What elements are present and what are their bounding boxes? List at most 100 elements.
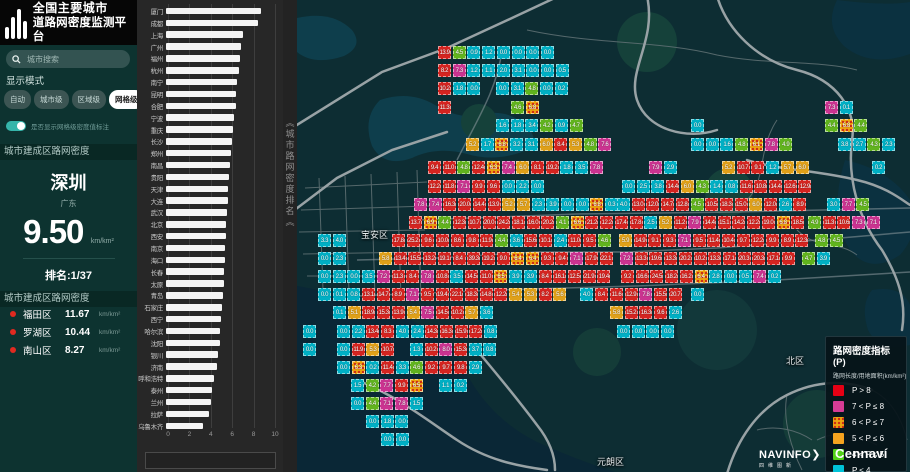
- grid-cell[interactable]: 7.3: [825, 101, 838, 114]
- grid-cell[interactable]: 4.7: [569, 119, 583, 132]
- grid-cell[interactable]: 13.3: [708, 252, 722, 265]
- grid-cell[interactable]: 6.3: [351, 361, 365, 374]
- grid-cell[interactable]: 0.0: [318, 270, 331, 283]
- grid-cell[interactable]: 3.0: [827, 198, 840, 211]
- grid-cell[interactable]: 11.3: [438, 101, 451, 114]
- chart-row-海口[interactable]: 海口: [137, 255, 283, 265]
- grid-cell[interactable]: 0.0: [561, 198, 574, 211]
- grid-cell[interactable]: 4.0: [580, 288, 593, 301]
- chart-row-南昌[interactable]: 南昌: [137, 160, 283, 170]
- grid-cell[interactable]: 0.0: [351, 397, 364, 410]
- grid-cell[interactable]: 19.4: [435, 288, 449, 301]
- grid-cell[interactable]: 4.9: [779, 138, 793, 151]
- grid-cell[interactable]: 2.4: [410, 325, 424, 338]
- grid-cell[interactable]: 22.1: [599, 252, 613, 265]
- grid-cell[interactable]: 9.7: [439, 361, 453, 374]
- grid-cell[interactable]: 17.8: [629, 216, 643, 229]
- chart-bar[interactable]: [166, 197, 229, 204]
- grid-cell[interactable]: 9.8: [465, 234, 479, 247]
- grid-cell[interactable]: 8.3: [381, 325, 395, 338]
- grid-cell[interactable]: 1.8: [380, 415, 394, 428]
- grid-cell[interactable]: 17.1: [767, 252, 780, 265]
- chart-bar[interactable]: [166, 161, 231, 169]
- grid-cell[interactable]: 9.4: [555, 252, 569, 265]
- chart-bar[interactable]: [166, 268, 224, 275]
- grid-cell[interactable]: 2.2: [516, 180, 530, 193]
- chart-bar[interactable]: [166, 315, 221, 323]
- grid-cell[interactable]: 7.8: [420, 270, 434, 283]
- grid-cell[interactable]: 5.3: [366, 343, 380, 356]
- grid-cell[interactable]: 13.1: [362, 288, 376, 301]
- chart-row-郑州[interactable]: 郑州: [137, 148, 283, 158]
- chart-bar[interactable]: [166, 102, 236, 110]
- grid-cell[interactable]: 0.0: [337, 343, 350, 356]
- chart-row-兰州[interactable]: 兰州: [137, 397, 283, 407]
- grid-cell[interactable]: 0.0: [723, 270, 737, 283]
- grid-cell[interactable]: 5.2: [466, 138, 479, 151]
- grid-cell[interactable]: 2.2: [351, 325, 365, 338]
- grid-cell[interactable]: 12.2: [747, 216, 761, 229]
- chart-bar[interactable]: [166, 375, 215, 382]
- grid-cell[interactable]: 15.9: [454, 325, 468, 338]
- grid-cell[interactable]: 12.0: [646, 198, 660, 211]
- grid-cell[interactable]: 14.4: [666, 180, 680, 193]
- chart-bar[interactable]: [166, 244, 225, 252]
- chart-collapse-strip[interactable]: 《城市路网密度排名《: [283, 0, 297, 472]
- grid-cell[interactable]: 12.2: [600, 216, 614, 229]
- grid-cell[interactable]: 13.2: [423, 252, 437, 265]
- grid-cell[interactable]: 4.1: [556, 216, 569, 229]
- grid-cell[interactable]: 9.0: [496, 252, 510, 265]
- grid-cell[interactable]: 11.6: [739, 180, 753, 193]
- grid-cell[interactable]: 11.4: [381, 361, 395, 374]
- grid-cell[interactable]: 6.3: [486, 161, 500, 174]
- chart-bar[interactable]: [166, 256, 225, 264]
- chart-bar[interactable]: [166, 327, 220, 335]
- district-row[interactable]: 福田区 11.67 km/km²: [0, 305, 137, 323]
- grid-cell[interactable]: 4.8: [583, 138, 597, 151]
- grid-cell[interactable]: 0.0: [496, 46, 510, 59]
- grid-cell[interactable]: 1.2: [467, 64, 481, 77]
- grid-cell[interactable]: 3.8: [838, 138, 851, 151]
- grid-cell[interactable]: 8.4: [554, 138, 568, 151]
- grid-cell[interactable]: 19.4: [597, 270, 611, 283]
- grid-cell[interactable]: 5.3: [568, 138, 582, 151]
- grid-cell[interactable]: 4.4: [854, 119, 868, 132]
- grid-cell[interactable]: 0.0: [501, 180, 515, 193]
- chart-row-西宁[interactable]: 西宁: [137, 314, 283, 324]
- grid-cell[interactable]: 1.2: [482, 46, 496, 59]
- chart-row-拉萨[interactable]: 拉萨: [137, 409, 283, 419]
- grid-cell[interactable]: 0.1: [839, 101, 853, 114]
- grid-cell[interactable]: 10.2: [450, 306, 464, 319]
- grid-cell[interactable]: 16.2: [679, 270, 693, 283]
- grid-cell[interactable]: 24.5: [650, 270, 664, 283]
- chart-row-贵阳[interactable]: 贵阳: [137, 172, 283, 182]
- mode-button-网格级[interactable]: 网格级: [109, 90, 144, 109]
- grid-cell[interactable]: 10.6: [837, 216, 851, 229]
- grid-cell[interactable]: 5.8: [610, 306, 623, 319]
- grid-cell[interactable]: 7.8: [414, 198, 427, 211]
- chart-bar[interactable]: [166, 19, 259, 27]
- grid-cell[interactable]: 13.9: [438, 46, 451, 59]
- grid-cell[interactable]: 3.1: [524, 138, 538, 151]
- grid-cell[interactable]: 4.8: [815, 234, 828, 247]
- grid-cell[interactable]: 20.0: [482, 216, 496, 229]
- chart-row-南京[interactable]: 南京: [137, 243, 283, 253]
- grid-cell[interactable]: 7.4: [753, 270, 767, 283]
- chart-row-大连[interactable]: 大连: [137, 196, 283, 206]
- grid-cell[interactable]: 0.0: [661, 325, 675, 338]
- grid-cell[interactable]: 20.3: [752, 252, 766, 265]
- grid-cell[interactable]: 15.1: [717, 216, 731, 229]
- chart-row-石家庄[interactable]: 石家庄: [137, 302, 283, 312]
- grid-cell[interactable]: 9.1: [648, 234, 662, 247]
- grid-cell[interactable]: 1.8: [510, 119, 524, 132]
- grid-cell[interactable]: 7.4: [428, 198, 442, 211]
- grid-cell[interactable]: 14.9: [633, 234, 647, 247]
- grid-cell[interactable]: 15.2: [624, 306, 638, 319]
- grid-cell[interactable]: 18.3: [719, 198, 733, 211]
- chart-bar[interactable]: [166, 292, 223, 299]
- grid-cell[interactable]: 3.5: [362, 270, 376, 283]
- chart-bar[interactable]: [166, 114, 235, 121]
- grid-cell[interactable]: 5.2: [502, 198, 516, 211]
- grid-cell[interactable]: 0.0: [337, 361, 350, 374]
- grid-cell[interactable]: 12.9: [624, 288, 638, 301]
